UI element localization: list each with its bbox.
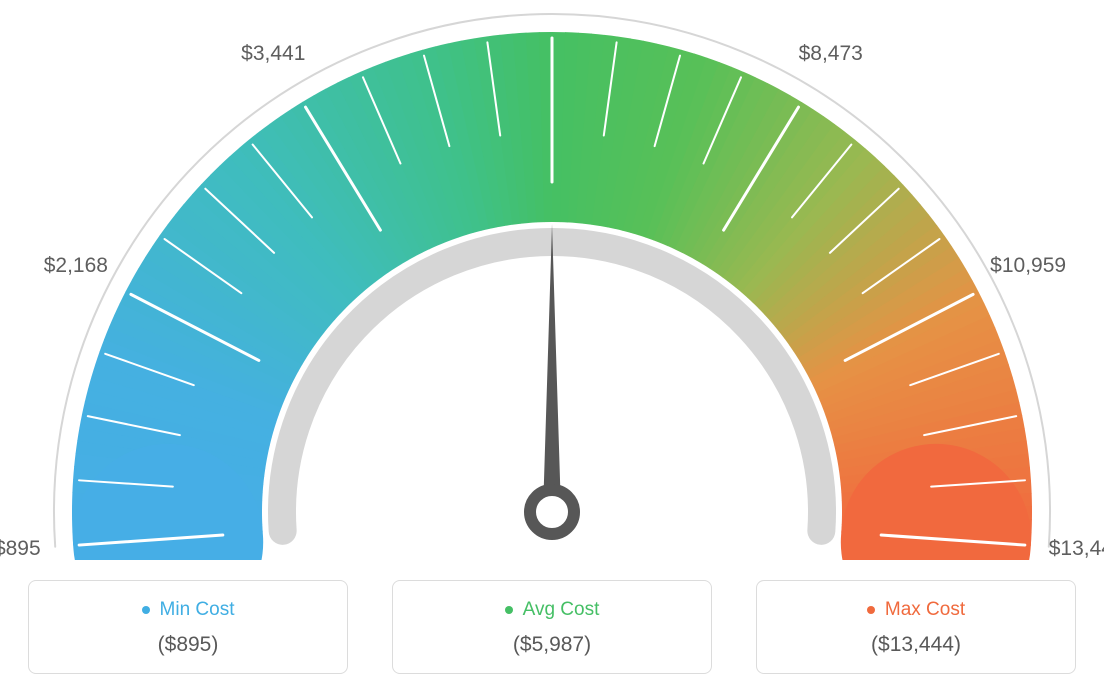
gauge-svg (0, 0, 1104, 560)
gauge-area: $895$2,168$3,441$5,987$8,473$10,959$13,4… (0, 0, 1104, 560)
legend-card-min: Min Cost ($895) (28, 580, 348, 674)
legend-card-max: Max Cost ($13,444) (756, 580, 1076, 674)
dot-icon (142, 606, 150, 614)
legend-value-avg: ($5,987) (403, 633, 701, 657)
legend-title-avg: Avg Cost (505, 599, 600, 621)
legend-title-min: Min Cost (142, 599, 235, 621)
legend-title-text: Max Cost (885, 599, 965, 621)
tick-label: $8,473 (799, 42, 863, 66)
legend-card-avg: Avg Cost ($5,987) (392, 580, 712, 674)
tick-label: $2,168 (44, 254, 108, 278)
legend-value-max: ($13,444) (767, 633, 1065, 657)
tick-label: $10,959 (990, 254, 1066, 278)
dot-icon (867, 606, 875, 614)
tick-label: $895 (0, 537, 41, 561)
legend-row: Min Cost ($895) Avg Cost ($5,987) Max Co… (0, 580, 1104, 674)
dot-icon (505, 606, 513, 614)
legend-title-max: Max Cost (867, 599, 965, 621)
tick-label: $3,441 (241, 42, 305, 66)
legend-title-text: Avg Cost (523, 599, 600, 621)
legend-title-text: Min Cost (160, 599, 235, 621)
tick-label: $13,444 (1049, 537, 1104, 561)
cost-gauge-widget: $895$2,168$3,441$5,987$8,473$10,959$13,4… (0, 0, 1104, 690)
legend-value-min: ($895) (39, 633, 337, 657)
